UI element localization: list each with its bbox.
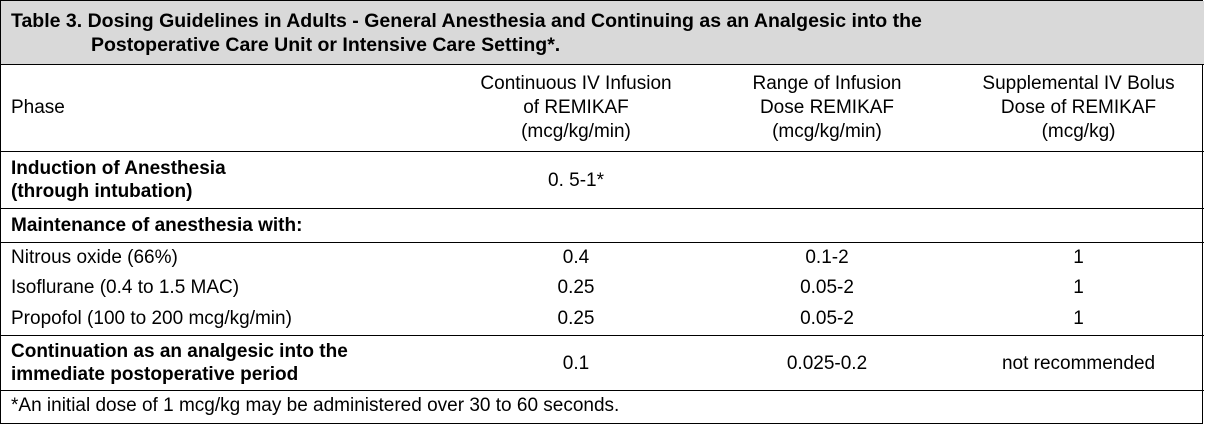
induction-bolus xyxy=(953,151,1205,209)
maintenance-bolus: 1 xyxy=(953,303,1205,336)
header-bolus-line-2: Dose of REMIKAF xyxy=(1000,97,1157,118)
continuation-phase-line-2: immediate postoperative period xyxy=(11,364,299,385)
table-row: Propofol (100 to 200 mcg/kg/min) 0.25 0.… xyxy=(1,303,1205,336)
table-footnote: *An initial dose of 1 mcg/kg may be admi… xyxy=(11,395,620,416)
header-supplemental-bolus: Supplemental IV Bolus Dose of REMIKAF (m… xyxy=(953,64,1205,152)
table-title-line-1: Table 3. Dosing Guidelines in Adults - G… xyxy=(11,9,922,32)
header-range-line-2: Dose REMIKAF xyxy=(759,97,895,118)
table-row: Isoflurane (0.4 to 1.5 MAC) 0.25 0.05-2 … xyxy=(1,273,1204,303)
table-title-row: Table 3. Dosing Guidelines in Adults - G… xyxy=(1,1,1205,65)
maintenance-continuous: 0.4 xyxy=(562,247,590,268)
maintenance-range: 0.05-2 xyxy=(800,277,854,298)
continuation-continuous: 0.1 xyxy=(451,335,701,391)
maintenance-range: 0.1-2 xyxy=(805,247,849,268)
maintenance-phase: Propofol (100 to 200 mcg/kg/min) xyxy=(1,303,451,336)
maintenance-range: 0.05-2 xyxy=(701,303,953,336)
maintenance-phase: Nitrous oxide (66%) xyxy=(11,247,178,268)
table-row-induction: Induction of Anesthesia (through intubat… xyxy=(1,151,1205,209)
maintenance-bolus: 1 xyxy=(1073,247,1084,268)
continuation-phase-line-1: Continuation as an analgesic into the xyxy=(11,341,348,362)
header-phase: Phase xyxy=(1,64,451,152)
continuation-range: 0.025-0.2 xyxy=(701,335,953,391)
table-header-row: Phase Continuous IV Infusion of REMIKAF … xyxy=(1,64,1205,152)
maintenance-continuous: 0.25 xyxy=(557,277,595,298)
header-range-line-1: Range of Infusion xyxy=(752,73,902,94)
table-title: Table 3. Dosing Guidelines in Adults - G… xyxy=(1,1,1205,65)
header-continuous-line-3: (mcg/kg/min) xyxy=(521,121,631,142)
header-bolus-line-1: Supplemental IV Bolus xyxy=(982,73,1175,94)
table-footnote-row: *An initial dose of 1 mcg/kg may be admi… xyxy=(1,391,1204,422)
induction-range xyxy=(701,151,953,209)
induction-phase-line-1: Induction of Anesthesia xyxy=(11,158,226,179)
continuation-phase: Continuation as an analgesic into the im… xyxy=(1,335,451,391)
header-range-of-infusion: Range of Infusion Dose REMIKAF (mcg/kg/m… xyxy=(701,64,953,152)
table-row-maintenance-heading: Maintenance of anesthesia with: xyxy=(1,208,1205,243)
table-row: Nitrous oxide (66%) 0.4 0.1-2 1 xyxy=(1,243,1204,274)
induction-phase: Induction of Anesthesia (through intubat… xyxy=(1,151,451,209)
induction-phase-line-2: (through intubation) xyxy=(11,181,193,202)
maintenance-heading: Maintenance of anesthesia with: xyxy=(1,208,1205,243)
header-bolus-line-3: (mcg/kg) xyxy=(1041,121,1116,142)
maintenance-continuous: 0.25 xyxy=(451,303,701,336)
header-range-line-3: (mcg/kg/min) xyxy=(772,121,882,142)
table-row-continuation: Continuation as an analgesic into the im… xyxy=(1,335,1205,391)
induction-continuous: 0. 5-1* xyxy=(451,151,701,209)
table-title-line-2: Postoperative Care Unit or Intensive Car… xyxy=(91,33,561,56)
header-continuous-line-2: of REMIKAF xyxy=(523,97,629,118)
maintenance-phase: Isoflurane (0.4 to 1.5 MAC) xyxy=(11,277,240,298)
maintenance-bolus: 1 xyxy=(1073,277,1084,298)
header-continuous-infusion: Continuous IV Infusion of REMIKAF (mcg/k… xyxy=(451,64,701,152)
continuation-bolus: not recommended xyxy=(953,335,1205,391)
header-continuous-line-1: Continuous IV Infusion xyxy=(480,73,672,94)
